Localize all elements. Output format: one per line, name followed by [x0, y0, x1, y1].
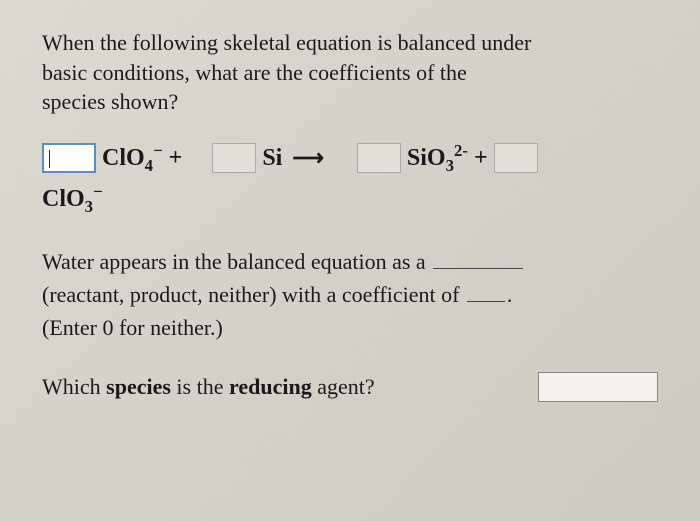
- water-role-input[interactable]: [433, 247, 523, 269]
- species-clo3: ClO3−: [42, 186, 103, 212]
- species-si: Si: [262, 145, 282, 172]
- coefficient-input-4[interactable]: [494, 143, 538, 173]
- reducing-agent-question: Which species is the reducing agent?: [42, 372, 658, 402]
- water-coefficient-input[interactable]: [467, 280, 505, 302]
- coefficient-input-1[interactable]: [42, 143, 96, 173]
- reaction-arrow: ⟶: [288, 145, 327, 171]
- equation-line-2: ClO3−: [42, 182, 658, 217]
- coefficient-input-2[interactable]: [212, 143, 256, 173]
- plus-sign-1: +: [169, 145, 183, 172]
- equation-line-1: ClO4− + Si ⟶ SiO32- +: [42, 141, 658, 176]
- prompt-line-3: species shown?: [42, 89, 178, 114]
- species-sio3: SiO32-: [407, 141, 468, 176]
- reducing-agent-input[interactable]: [538, 372, 658, 402]
- species-clo4: ClO4−: [102, 141, 163, 176]
- question-prompt: When the following skeletal equation is …: [42, 28, 658, 117]
- prompt-line-1: When the following skeletal equation is …: [42, 30, 531, 55]
- water-text-2a: (reactant, product, neither) with a coef…: [42, 282, 459, 307]
- plus-sign-2: +: [474, 145, 488, 172]
- prompt-line-2: basic conditions, what are the coefficie…: [42, 60, 467, 85]
- coefficient-input-3[interactable]: [357, 143, 401, 173]
- water-text-1: Water appears in the balanced equation a…: [42, 249, 426, 274]
- water-text-2b: .: [507, 282, 513, 307]
- reducing-question-text: Which species is the reducing agent?: [42, 374, 375, 400]
- water-text-3: (Enter 0 for neither.): [42, 315, 223, 340]
- water-question: Water appears in the balanced equation a…: [42, 245, 658, 344]
